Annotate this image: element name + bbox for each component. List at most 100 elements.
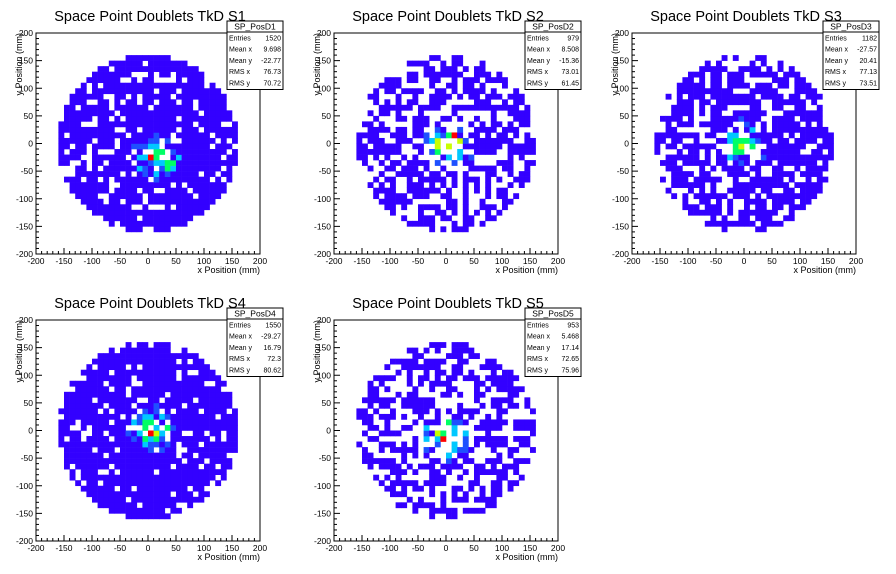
- histogram-cell: [148, 485, 154, 492]
- histogram-cell: [671, 171, 678, 177]
- histogram-cell: [80, 104, 87, 111]
- histogram-cell: [772, 176, 778, 183]
- histogram-cell: [209, 126, 216, 133]
- histogram-cell: [80, 126, 87, 133]
- histogram-cell: [131, 176, 138, 183]
- histogram-cell: [64, 115, 70, 122]
- histogram-cell: [176, 110, 182, 117]
- histogram-cell: [688, 187, 694, 194]
- histogram-cell: [192, 137, 199, 144]
- histogram-cell: [136, 193, 143, 200]
- histogram-cell: [732, 55, 739, 61]
- histogram-cell: [69, 93, 76, 100]
- histogram-cell: [390, 491, 396, 498]
- histogram-cell: [103, 441, 110, 448]
- histogram-cell: [192, 143, 199, 150]
- histogram-cell: [136, 430, 143, 437]
- histogram-cell: [75, 149, 82, 155]
- histogram-cell: [490, 171, 497, 177]
- histogram-cell: [75, 480, 82, 487]
- histogram-cell: [665, 154, 672, 161]
- histogram-cell: [215, 397, 222, 404]
- x-tick-label: 200: [551, 256, 565, 266]
- histogram-cell: [772, 171, 778, 177]
- histogram-cell: [136, 485, 143, 492]
- histogram-cell: [103, 458, 110, 464]
- histogram-cell: [159, 496, 166, 503]
- histogram-cell: [429, 458, 436, 464]
- histogram-cell: [704, 149, 711, 155]
- histogram-cell: [97, 66, 104, 72]
- histogram-cell: [362, 121, 368, 128]
- histogram-cell: [103, 143, 110, 150]
- histogram-cell: [170, 88, 177, 95]
- histogram-cell: [401, 402, 408, 409]
- histogram-cell: [120, 215, 126, 222]
- histogram-cell: [153, 198, 160, 205]
- histogram-cell: [192, 441, 199, 448]
- histogram-cell: [760, 226, 767, 233]
- histogram-cell: [479, 402, 486, 409]
- histogram-cell: [513, 88, 520, 95]
- histogram-cell: [142, 154, 149, 161]
- histogram-cell: [406, 88, 413, 95]
- histogram-cell: [502, 436, 508, 442]
- histogram-cell: [479, 143, 486, 150]
- stats-row-label: RMS x: [229, 69, 251, 76]
- histogram-cell: [721, 121, 728, 128]
- histogram-cell: [682, 193, 689, 200]
- histogram-cell: [693, 160, 700, 166]
- histogram-cell: [412, 220, 419, 227]
- histogram-cell: [159, 380, 166, 387]
- histogram-cell: [97, 485, 104, 492]
- histogram-cell: [788, 71, 795, 78]
- histogram-cell: [69, 430, 76, 437]
- histogram-cell: [485, 413, 492, 420]
- histogram-cell: [485, 99, 492, 106]
- histogram-cell: [204, 149, 210, 155]
- histogram-cell: [176, 353, 182, 359]
- histogram-cell: [384, 474, 391, 481]
- histogram-cell: [356, 413, 363, 420]
- histogram-cell: [440, 60, 447, 67]
- histogram-cell: [164, 71, 171, 78]
- histogram-cell: [164, 99, 171, 106]
- histogram-cell: [187, 77, 194, 84]
- histogram-cell: [490, 143, 497, 150]
- histogram-cell: [226, 413, 233, 420]
- histogram-cell: [131, 82, 138, 89]
- histogram-cell: [170, 104, 177, 111]
- histogram-cell: [153, 226, 160, 233]
- histogram-cell: [688, 204, 694, 211]
- histogram-cell: [153, 115, 160, 122]
- histogram-cell: [181, 408, 188, 415]
- histogram-cell: [187, 469, 194, 475]
- histogram-cell: [86, 115, 93, 122]
- histogram-cell: [772, 71, 778, 78]
- histogram-cell: [131, 513, 138, 520]
- histogram-cell: [176, 154, 182, 161]
- histogram-cell: [362, 452, 368, 459]
- histogram-cell: [462, 226, 469, 233]
- histogram-cell: [373, 143, 380, 150]
- histogram-cell: [490, 110, 497, 117]
- histogram-cell: [788, 204, 795, 211]
- histogram-cell: [406, 165, 413, 172]
- histogram-cell: [446, 215, 452, 222]
- histogram-cell: [693, 209, 700, 216]
- histogram-cell: [429, 397, 436, 404]
- histogram-cell: [80, 165, 87, 172]
- histogram-cell: [125, 419, 132, 426]
- histogram-cell: [479, 60, 486, 67]
- histogram-cell: [187, 397, 194, 404]
- histogram-cell: [120, 204, 126, 211]
- histogram-cell: [181, 215, 188, 222]
- histogram-cell: [434, 342, 441, 348]
- histogram-cell: [148, 99, 154, 106]
- histogram-cell: [401, 441, 408, 448]
- histogram-cell: [479, 220, 486, 227]
- histogram-cell: [671, 176, 678, 183]
- histogram-cell: [142, 402, 149, 409]
- histogram-cell: [434, 474, 441, 481]
- histogram-cell: [226, 441, 233, 448]
